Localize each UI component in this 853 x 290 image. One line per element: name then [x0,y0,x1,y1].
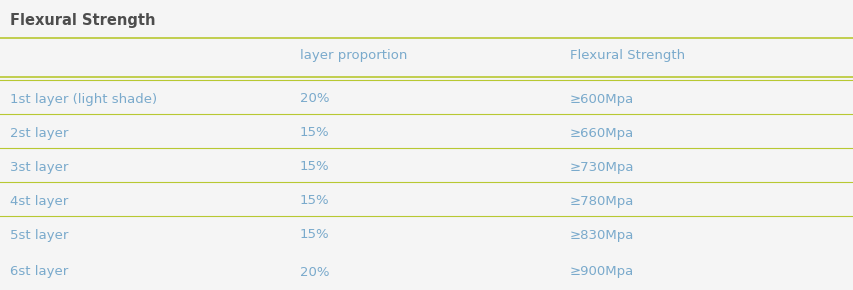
Text: 5st layer: 5st layer [10,229,68,242]
Text: ≥900Mpa: ≥900Mpa [569,266,634,278]
Text: ≥830Mpa: ≥830Mpa [569,229,634,242]
Text: 6st layer: 6st layer [10,266,68,278]
Text: 15%: 15% [299,229,329,242]
Text: ≥600Mpa: ≥600Mpa [569,93,634,106]
Text: 20%: 20% [299,93,329,106]
Text: layer proportion: layer proportion [299,48,407,61]
Text: 15%: 15% [299,160,329,173]
Text: 20%: 20% [299,266,329,278]
Text: 2st layer: 2st layer [10,126,68,139]
Text: 15%: 15% [299,195,329,208]
Text: 4st layer: 4st layer [10,195,68,208]
Text: ≥780Mpa: ≥780Mpa [569,195,634,208]
Text: 15%: 15% [299,126,329,139]
Text: 1st layer (light shade): 1st layer (light shade) [10,93,157,106]
Text: Flexural Strength: Flexural Strength [10,12,155,28]
Text: Flexural Strength: Flexural Strength [569,48,684,61]
Text: ≥730Mpa: ≥730Mpa [569,160,634,173]
Text: 3st layer: 3st layer [10,160,68,173]
Text: ≥660Mpa: ≥660Mpa [569,126,634,139]
